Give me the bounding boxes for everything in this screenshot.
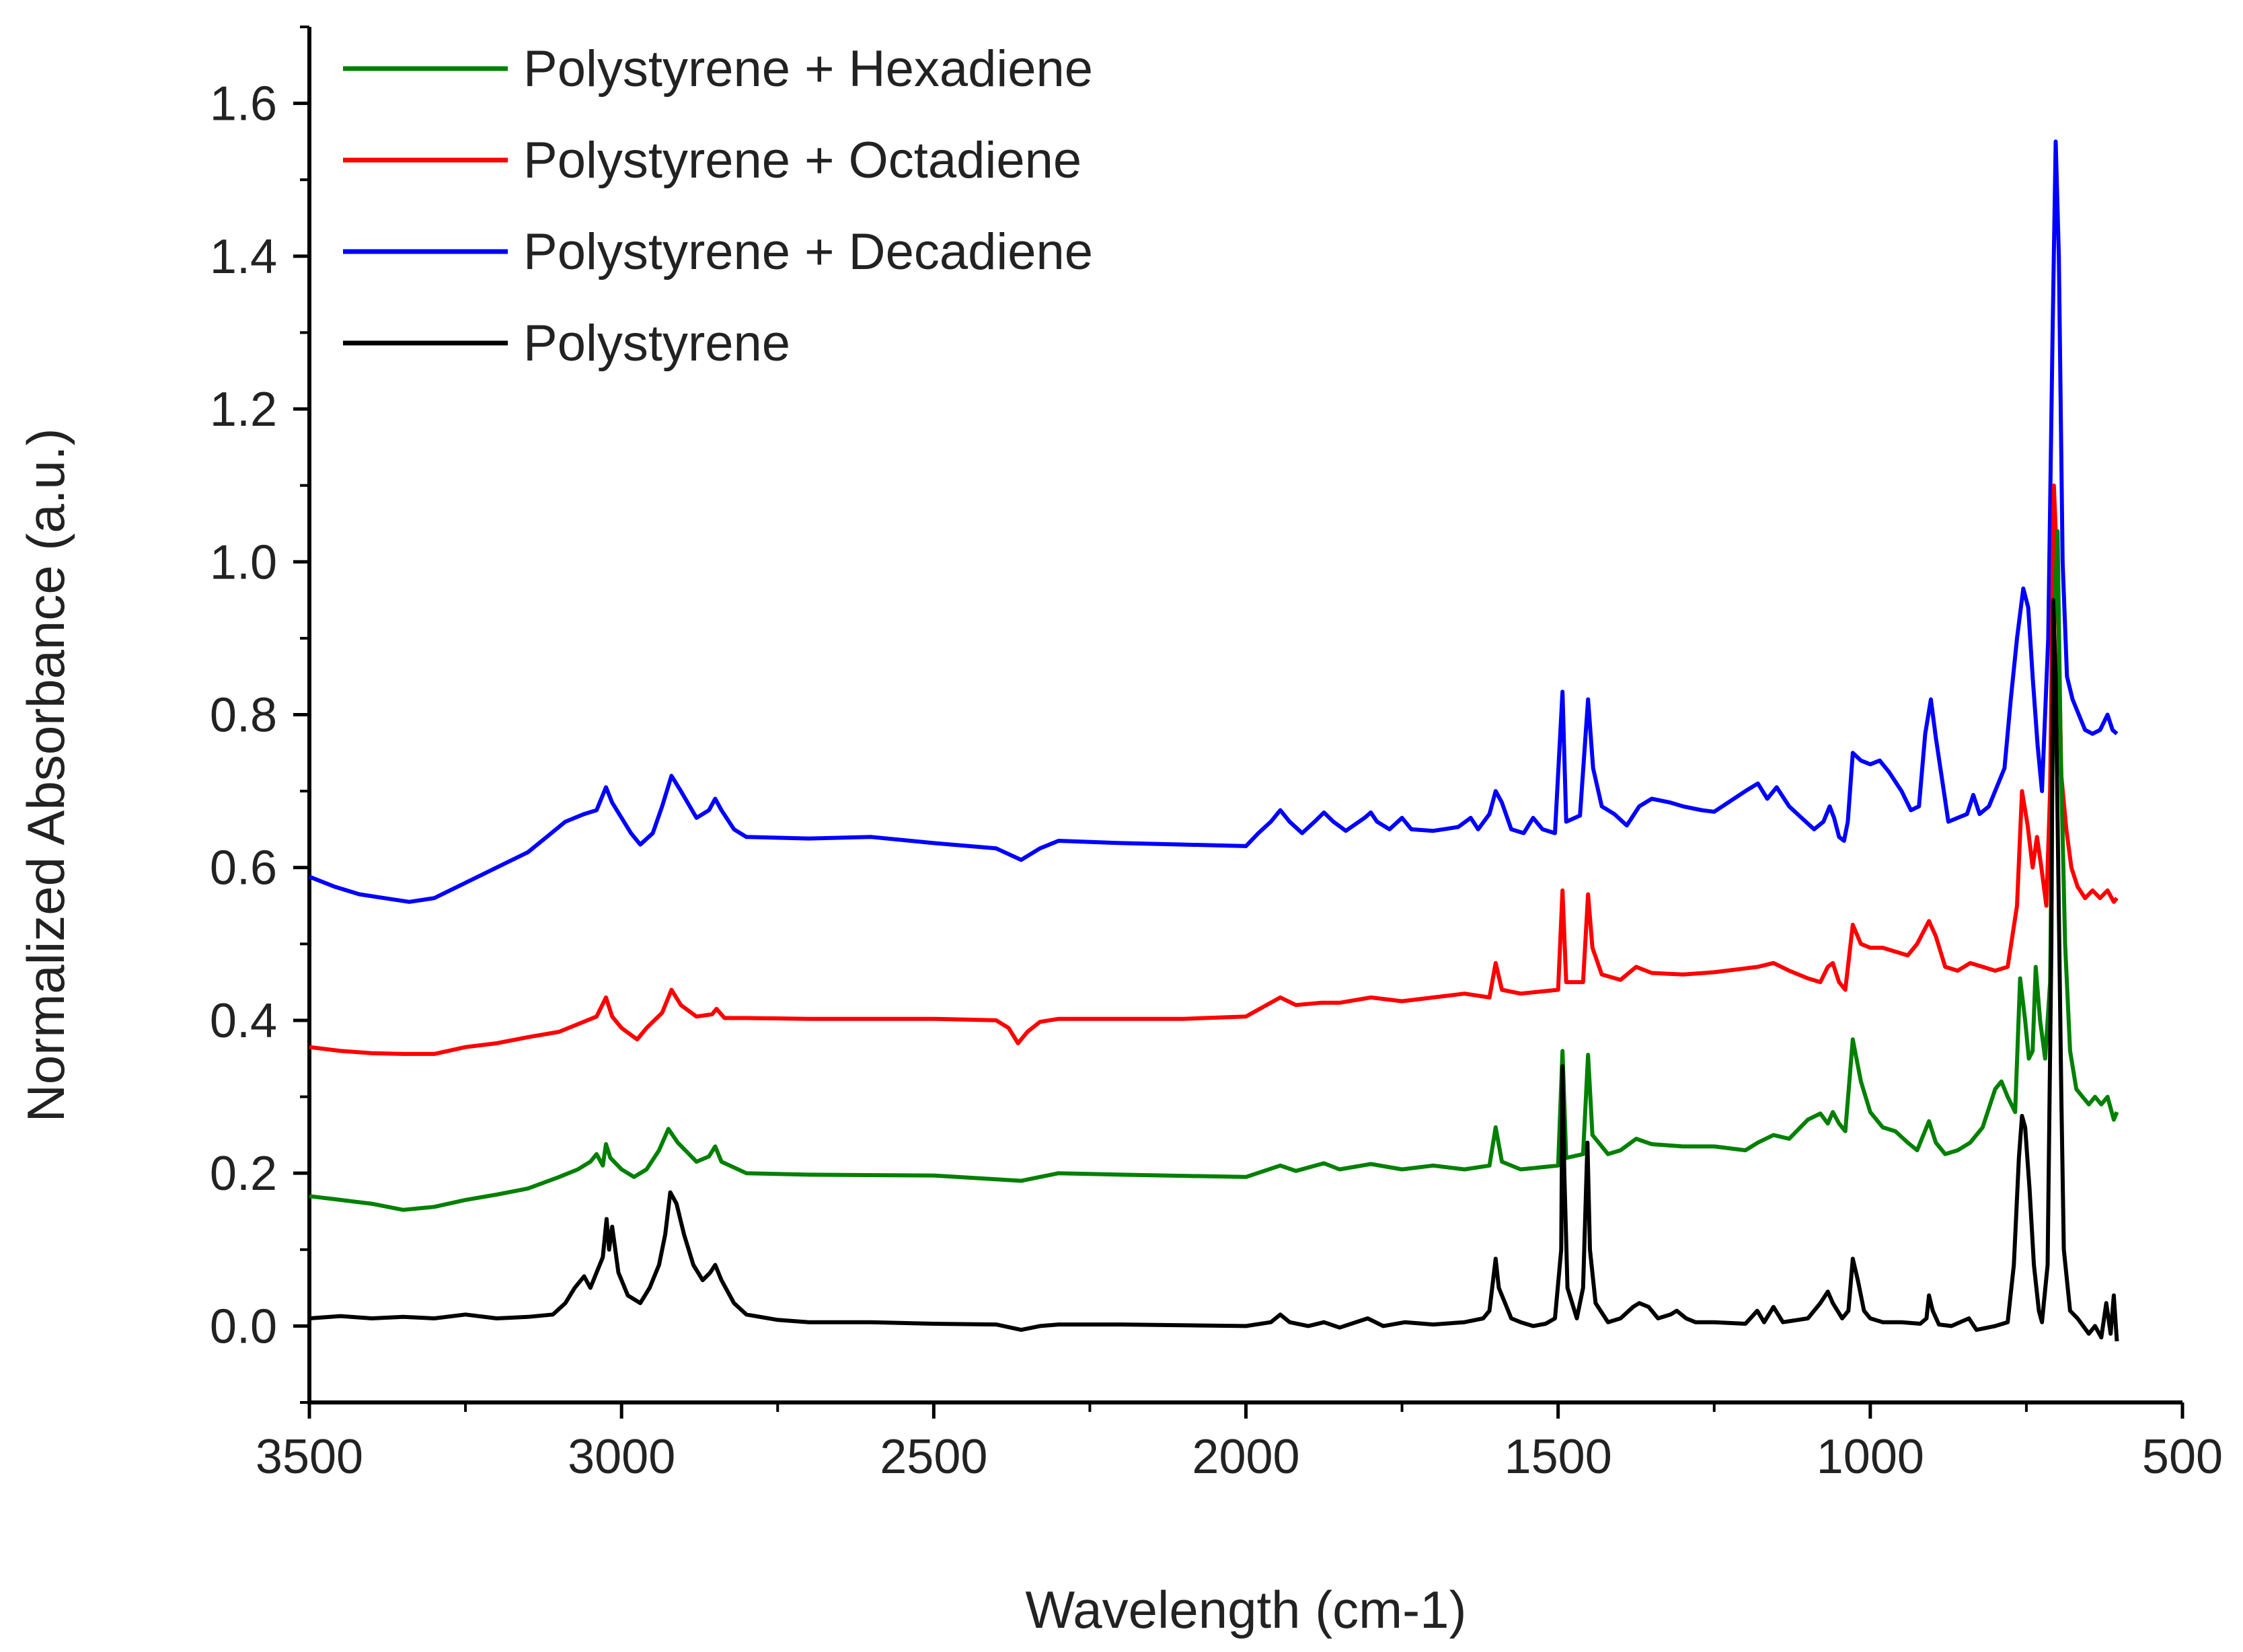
y-tick-label: 1.2 — [210, 383, 277, 437]
y-tick-label: 1.0 — [210, 535, 277, 589]
series-line-polystyrene-decadiene — [308, 139, 2119, 904]
y-axis-title: Normalized Absorbance (a.u.) — [16, 428, 75, 1123]
series-layer — [308, 139, 2119, 1342]
y-tick-label: 0.2 — [210, 1147, 277, 1201]
y-tick-label: 0.0 — [210, 1300, 277, 1353]
legend-label: Polystyrene + Octadiene — [523, 132, 1081, 189]
y-tick-label: 0.6 — [210, 841, 277, 895]
x-tick-label: 3500 — [256, 1430, 363, 1484]
y-tick-label: 0.8 — [210, 689, 277, 743]
series-line-polystyrene-hexadiene — [309, 529, 2119, 1212]
legend: Polystyrene + Hexadiene Polystyrene + Oct… — [343, 40, 1093, 372]
x-tick-label: 1500 — [1505, 1430, 1612, 1484]
y-tick-label: 1.4 — [210, 230, 277, 284]
x-tick-label: 1000 — [1817, 1430, 1924, 1484]
y-tick-label: 0.4 — [210, 994, 277, 1048]
x-tick-label: 2000 — [1192, 1430, 1299, 1484]
legend-label: Polystyrene + Hexadiene — [523, 40, 1093, 98]
axes-layer: 0.0 0.2 0.4 0.6 0.8 1.0 1.2 1.4 1.6 3500 3000 2500 2… — [210, 26, 2223, 1484]
series-line-polystyrene — [309, 598, 2119, 1342]
x-tick-label: 500 — [2142, 1430, 2223, 1484]
x-axis-title: Wavelength (cm-1) — [1026, 1580, 1467, 1639]
x-tick-label: 3000 — [568, 1430, 675, 1484]
x-tick-label: 2500 — [880, 1430, 987, 1484]
legend-label: Polystyrene + Decadiene — [523, 223, 1093, 280]
series-line-polystyrene-octadiene — [309, 483, 2119, 1056]
legend-label: Polystyrene — [523, 315, 790, 372]
y-tick-label: 1.6 — [210, 77, 277, 131]
